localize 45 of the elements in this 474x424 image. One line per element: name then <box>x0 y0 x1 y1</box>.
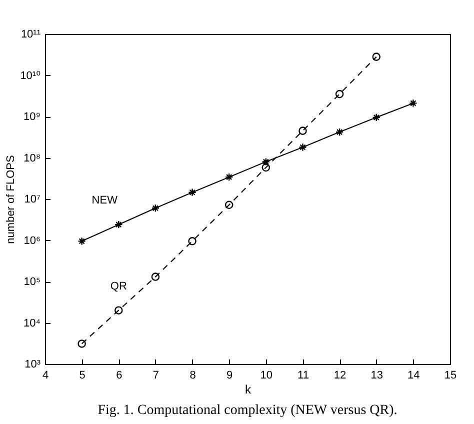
caption: Fig. 1. Computational complexity (NEW versus QR). <box>98 403 398 418</box>
point <box>372 113 380 122</box>
point <box>78 237 86 246</box>
x-tick-label: 7 <box>152 370 160 382</box>
x-tick-label: 6 <box>116 370 122 382</box>
x-tick-label: 10 <box>260 370 273 382</box>
point <box>335 90 344 98</box>
point <box>335 128 344 136</box>
x-tick-label: 4 <box>42 370 49 382</box>
point <box>298 143 307 152</box>
point <box>188 188 196 196</box>
y-tick-label: 10⁹ <box>24 111 40 123</box>
y-tick-label: 10³ <box>24 358 41 370</box>
x-tick-label: 14 <box>408 370 420 382</box>
x-tick-label: 5 <box>79 370 86 382</box>
point <box>188 237 196 246</box>
x-tick-label: 11 <box>298 370 309 382</box>
series-label: NEW <box>92 194 118 207</box>
point <box>114 306 123 314</box>
point <box>224 200 234 210</box>
y-axis-title: number of FLOPS <box>5 155 18 244</box>
x-tick-label: 9 <box>226 370 233 382</box>
x-tick-label: 15 <box>444 370 457 382</box>
x-tick-label: 8 <box>190 370 196 382</box>
series-label: QR <box>110 280 127 292</box>
point <box>78 340 86 348</box>
x-axis-title: k <box>245 382 252 396</box>
y-tick-label: 10⁶ <box>24 234 40 247</box>
x-tick-label: 12 <box>334 370 346 382</box>
point <box>151 204 160 212</box>
point <box>262 163 270 172</box>
point <box>298 126 307 135</box>
point <box>372 52 380 61</box>
y-tick-label: 10⁸ <box>24 152 40 164</box>
y-tick-label: 10⁴ <box>24 317 41 330</box>
point <box>224 172 234 182</box>
point <box>151 272 160 281</box>
y-tick-label: 10¹¹ <box>20 28 41 40</box>
y-tick-label: 10¹⁰ <box>20 70 42 82</box>
point <box>114 220 123 229</box>
point <box>262 158 270 166</box>
y-tick-label: 10⁵ <box>24 276 40 288</box>
y-tick-label: 10⁷ <box>24 194 41 206</box>
point <box>409 99 418 108</box>
x-tick-label: 13 <box>370 370 383 382</box>
